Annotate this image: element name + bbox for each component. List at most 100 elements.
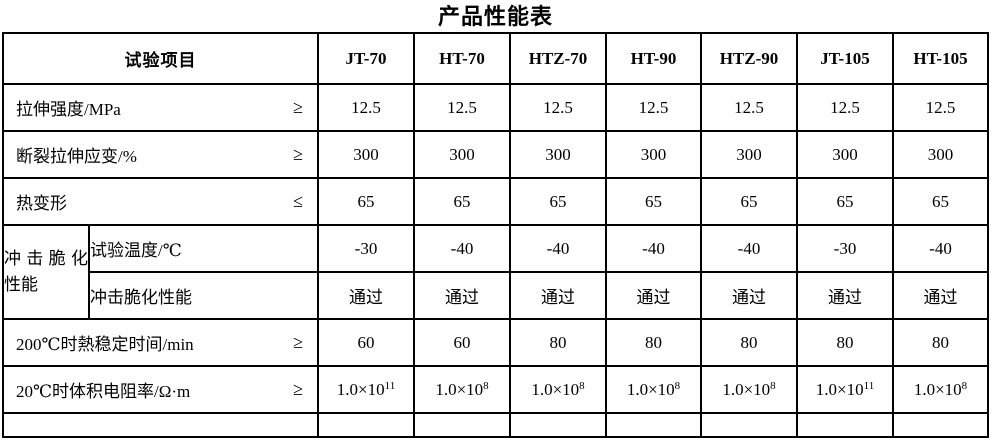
- value-cell: 12.5: [605, 83, 702, 132]
- value-cell: 65: [796, 177, 894, 226]
- row-label-cell: 热变形 ≤: [2, 177, 319, 226]
- value-cell: 80: [700, 318, 798, 367]
- value-cell: [317, 412, 415, 438]
- value-cell: [700, 412, 798, 438]
- value-cell: -30: [317, 224, 415, 273]
- row-label-cell: 断裂拉伸应变/% ≥: [2, 130, 319, 179]
- threshold-operator: ≥: [293, 144, 303, 164]
- table-row-thermal-stability: 200℃时熱稳定时间/min ≥ 60 60 80 80 80 80 80: [2, 318, 989, 367]
- value-cell: 1.0×108: [413, 365, 511, 414]
- value-cell: 1.0×108: [892, 365, 989, 414]
- row-label-cell: 拉伸强度/MPa ≥: [2, 83, 319, 132]
- value-cell: 300: [605, 130, 702, 179]
- value-cell: 12.5: [509, 83, 607, 132]
- column-header-htz70: HTZ-70: [509, 32, 607, 85]
- value-cell: [605, 412, 702, 438]
- value-cell: 65: [892, 177, 989, 226]
- impact-group-label: 冲击脆化性能: [2, 224, 90, 320]
- value-cell: 1.0×108: [509, 365, 607, 414]
- value-cell: 300: [700, 130, 798, 179]
- column-header-jt70: JT-70: [317, 32, 415, 85]
- value-cell: 1.0×108: [605, 365, 702, 414]
- value-cell: 80: [892, 318, 989, 367]
- value-cell: [413, 412, 511, 438]
- value-cell: 12.5: [317, 83, 415, 132]
- exponent: 8: [961, 379, 968, 392]
- row-sublabel: 试验温度/℃: [88, 224, 319, 273]
- value-cell: -40: [605, 224, 702, 273]
- value-cell: 12.5: [892, 83, 989, 132]
- value-cell: 1.0×108: [700, 365, 798, 414]
- row-label: 20℃时体积电阻率/Ω·m: [16, 382, 191, 401]
- value-cell: 65: [700, 177, 798, 226]
- table-row-tensile-strength: 拉伸强度/MPa ≥ 12.5 12.5 12.5 12.5 12.5 12.5…: [2, 83, 989, 132]
- value-cell: 65: [605, 177, 702, 226]
- value-cell: -40: [700, 224, 798, 273]
- value-cell: 通过: [509, 271, 607, 320]
- value-cell: 60: [413, 318, 511, 367]
- value-cell: -40: [413, 224, 511, 273]
- exponent: 8: [674, 379, 681, 392]
- value-cell: 300: [413, 130, 511, 179]
- value-cell: 12.5: [413, 83, 511, 132]
- performance-table: 试验项目 JT-70 HT-70 HTZ-70 HT-90 HTZ-90 JT-…: [2, 32, 989, 438]
- value-cell: 80: [796, 318, 894, 367]
- value-cell: 65: [413, 177, 511, 226]
- value-cell: 300: [796, 130, 894, 179]
- value-cell: 通过: [796, 271, 894, 320]
- value-cell: 12.5: [796, 83, 894, 132]
- exponent: 11: [384, 379, 396, 392]
- threshold-operator: ≥: [293, 97, 303, 117]
- column-header-ht90: HT-90: [605, 32, 702, 85]
- threshold-operator: ≥: [293, 379, 303, 399]
- value-cell: -30: [796, 224, 894, 273]
- column-header-test-items: 试验项目: [2, 32, 319, 85]
- exponent: 8: [579, 379, 585, 392]
- value-cell: 通过: [605, 271, 702, 320]
- table-row-volume-resistivity: 20℃时体积电阻率/Ω·m ≥ 1.0×1011 1.0×108 1.0×108…: [2, 365, 989, 414]
- value-cell: [509, 412, 607, 438]
- row-label-cell: 20℃时体积电阻率/Ω·m ≥: [2, 365, 319, 414]
- row-label-cell: [2, 412, 319, 438]
- value-cell: -40: [892, 224, 989, 273]
- value-cell: 1.0×1011: [796, 365, 894, 414]
- value-cell: 80: [605, 318, 702, 367]
- value-cell: 300: [509, 130, 607, 179]
- value-cell: [796, 412, 894, 438]
- table-header-row: 试验项目 JT-70 HT-70 HTZ-70 HT-90 HTZ-90 JT-…: [2, 32, 989, 85]
- value-cell: 通过: [892, 271, 989, 320]
- row-label: 200℃时熱稳定时间/min: [16, 335, 194, 354]
- table-row-clipped: [2, 412, 989, 438]
- value-cell: 80: [509, 318, 607, 367]
- value-cell: 65: [317, 177, 415, 226]
- column-header-jt105: JT-105: [796, 32, 894, 85]
- table-row-impact-result: 冲击脆化性能 通过 通过 通过 通过 通过 通过 通过: [3, 271, 989, 320]
- column-header-htz90: HTZ-90: [700, 32, 798, 85]
- value-cell: 300: [317, 130, 415, 179]
- value-cell: 65: [509, 177, 607, 226]
- page-title: 产品性能表: [437, 4, 553, 29]
- row-label-cell: 200℃时熱稳定时间/min ≥: [2, 318, 319, 367]
- value-cell: 通过: [317, 271, 415, 320]
- exponent: 8: [483, 379, 489, 392]
- value-cell: [892, 412, 989, 438]
- value-cell: 60: [317, 318, 415, 367]
- value-cell: 12.5: [700, 83, 798, 132]
- row-label: 热变形: [16, 194, 67, 213]
- exponent: 8: [770, 379, 776, 392]
- column-header-ht105: HT-105: [892, 32, 989, 85]
- value-cell: 通过: [700, 271, 798, 320]
- value-cell: 300: [892, 130, 989, 179]
- table-row-elongation: 断裂拉伸应变/% ≥ 300 300 300 300 300 300 300: [2, 130, 989, 179]
- table-row-heat-deformation: 热变形 ≤ 65 65 65 65 65 65 65: [2, 177, 989, 226]
- value-cell: 1.0×1011: [317, 365, 415, 414]
- value-cell: -40: [509, 224, 607, 273]
- row-label: 断裂拉伸应变/%: [16, 147, 137, 166]
- column-header-ht70: HT-70: [413, 32, 511, 85]
- threshold-operator: ≥: [293, 332, 303, 352]
- table-row-impact-temperature: 冲击脆化性能 试验温度/℃ -30 -40 -40 -40 -40 -30 -4…: [2, 224, 989, 320]
- row-label: 拉伸强度/MPa: [16, 100, 121, 119]
- exponent: 11: [863, 379, 875, 392]
- threshold-operator: ≤: [293, 191, 303, 211]
- row-sublabel: 冲击脆化性能: [88, 271, 319, 320]
